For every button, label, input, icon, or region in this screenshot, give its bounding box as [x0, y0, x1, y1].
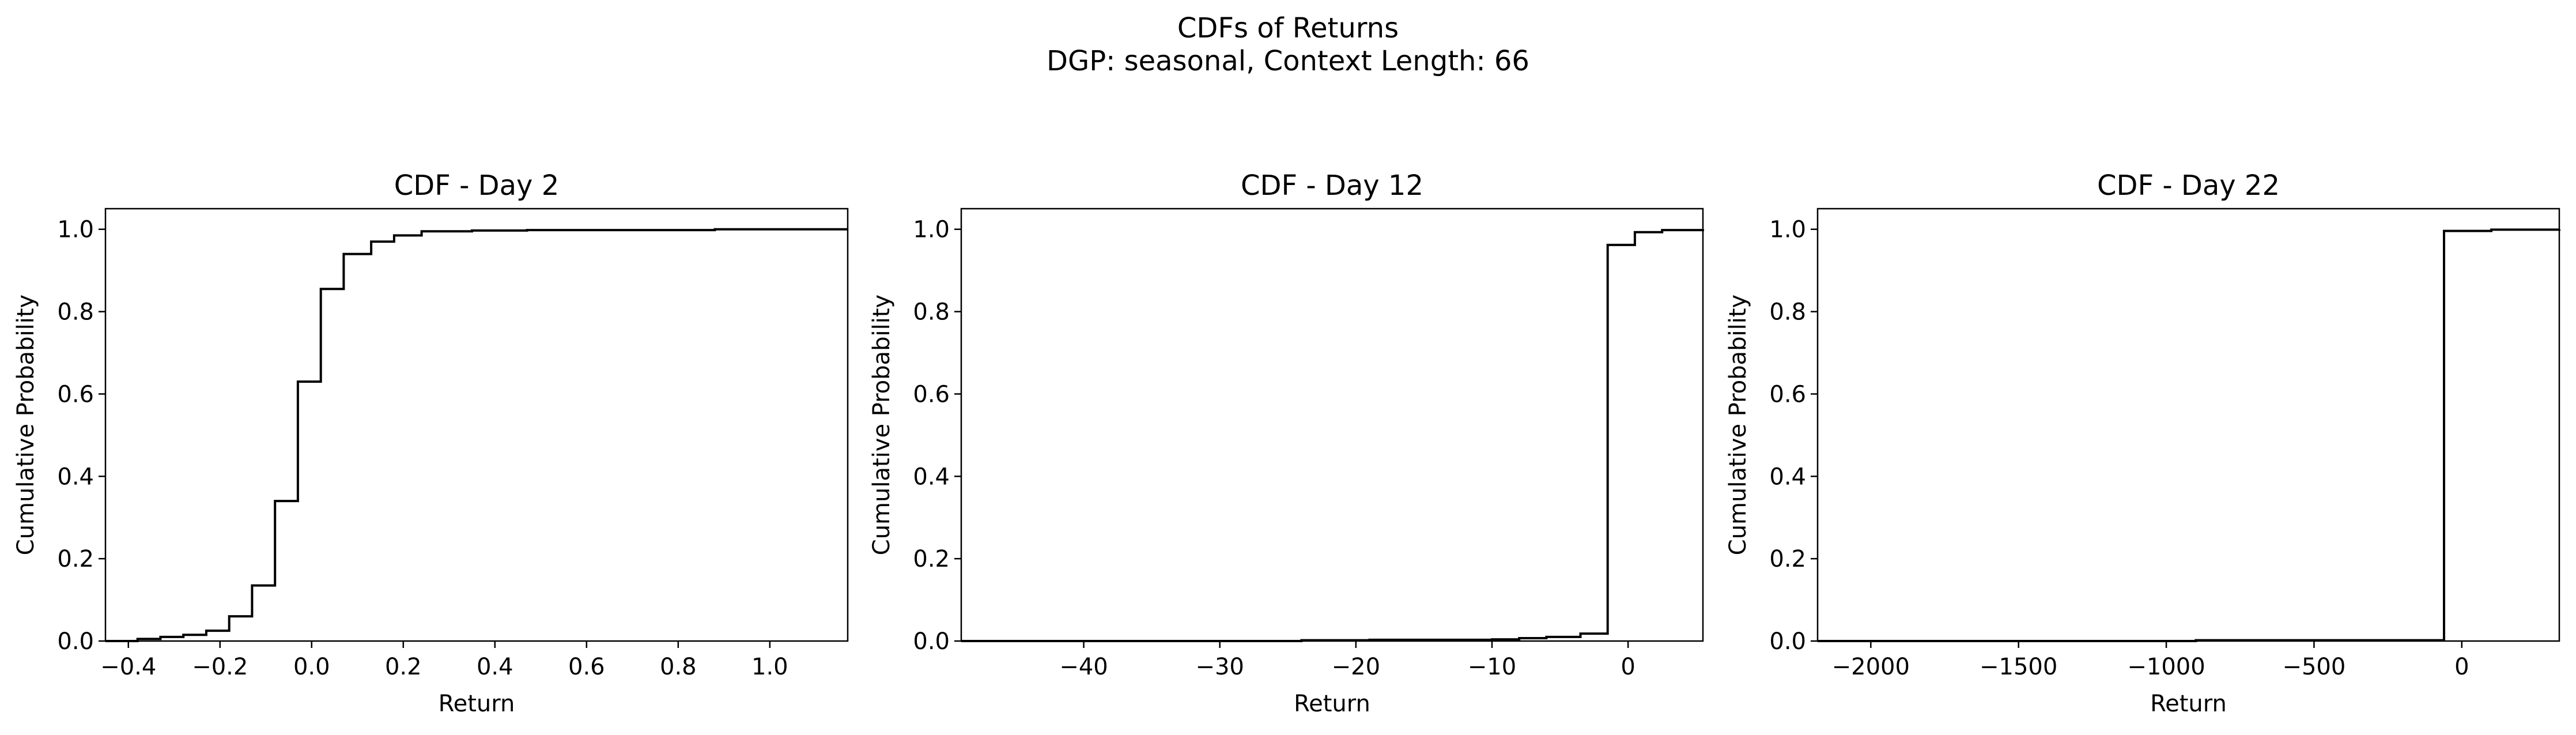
y-tick-label: 0.0 [1769, 628, 1806, 655]
x-axis-label: Return [1294, 691, 1370, 717]
x-tick-label: −10 [1468, 654, 1516, 680]
y-tick-label: 0.6 [913, 381, 950, 408]
axes-frame [104, 208, 849, 642]
x-tick-label: −0.4 [100, 654, 156, 680]
x-tick-label: 0.8 [660, 654, 697, 680]
x-tick-label: 0.2 [385, 654, 422, 680]
subplot-day-12: CDF - Day 12 Return Cumulative Probabili… [868, 169, 1704, 717]
subplot-title: CDF - Day 2 [394, 169, 560, 202]
x-tick-label: −1500 [1980, 654, 2057, 680]
figure-title: CDFs of Returns [1177, 12, 1399, 44]
figure-subtitle: DGP: seasonal, Context Length: 66 [1047, 45, 1529, 77]
cdf-step-line [961, 229, 1704, 642]
x-tick-label: 0 [2454, 654, 2469, 680]
y-tick-label: 0.4 [57, 463, 94, 490]
subplot-day-2: CDF - Day 2 Return Cumulative Probabilit… [13, 169, 849, 717]
x-tick-label: −0.2 [192, 654, 248, 680]
y-tick-label: 0.2 [913, 546, 950, 572]
cdf-step-line [105, 228, 848, 642]
x-tick-label: 1.0 [751, 654, 788, 680]
x-tick-label: 0.4 [477, 654, 513, 680]
axes-frame [960, 208, 1704, 642]
x-tick-label: −30 [1195, 654, 1244, 680]
y-axis-label: Cumulative Probability [868, 295, 895, 555]
x-axis-label: Return [2150, 691, 2227, 717]
x-tick-label: −20 [1332, 654, 1380, 680]
x-tick-label: −40 [1059, 654, 1108, 680]
subplot-title: CDF - Day 12 [1241, 169, 1423, 202]
y-tick-label: 0.6 [1769, 381, 1806, 408]
x-tick-label: −1000 [2127, 654, 2205, 680]
y-tick-label: 0.0 [913, 628, 950, 655]
y-tick-label: 0.4 [1769, 463, 1806, 490]
x-tick-label: 0 [1621, 654, 1635, 680]
y-tick-label: 0.8 [1769, 299, 1806, 326]
subplot-day-22: CDF - Day 22 Return Cumulative Probabili… [1725, 169, 2560, 717]
y-tick-label: 0.2 [1769, 546, 1806, 572]
y-tick-label: 0.4 [913, 463, 950, 490]
y-tick-label: 1.0 [1769, 217, 1806, 243]
y-tick-label: 0.6 [57, 381, 94, 408]
y-axis-label: Cumulative Probability [1725, 295, 1751, 555]
x-tick-label: 0.6 [568, 654, 605, 680]
x-tick-label: −2000 [1832, 654, 1910, 680]
y-tick-label: 0.2 [57, 546, 94, 572]
y-tick-label: 0.8 [57, 299, 94, 326]
y-tick-label: 1.0 [57, 217, 94, 243]
x-axis-label: Return [439, 691, 515, 717]
y-tick-label: 1.0 [913, 217, 950, 243]
x-tick-label: 0.0 [293, 654, 330, 680]
y-tick-label: 0.0 [57, 628, 94, 655]
y-tick-label: 0.8 [913, 299, 950, 326]
subplot-title: CDF - Day 22 [2097, 169, 2280, 202]
x-tick-label: −500 [2282, 654, 2345, 680]
y-axis-label: Cumulative Probability [13, 295, 39, 555]
axes-frame [1816, 208, 2560, 642]
